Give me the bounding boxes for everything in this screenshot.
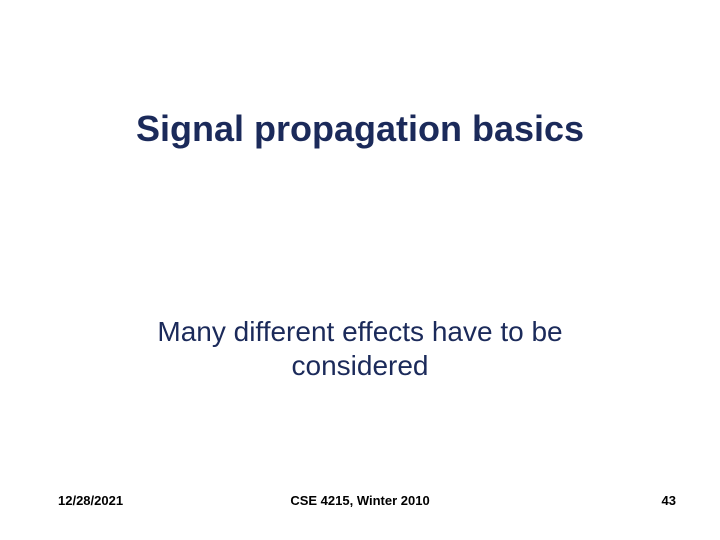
slide: Signal propagation basics Many different… bbox=[0, 0, 720, 540]
subtitle-text: Many different effects have to be consid… bbox=[125, 315, 595, 382]
footer: 12/28/2021 CSE 4215, Winter 2010 43 bbox=[0, 488, 720, 508]
slide-title: Signal propagation basics bbox=[0, 108, 720, 150]
footer-page: 43 bbox=[662, 493, 676, 508]
slide-subtitle: Many different effects have to be consid… bbox=[0, 315, 720, 382]
footer-course: CSE 4215, Winter 2010 bbox=[0, 493, 720, 508]
